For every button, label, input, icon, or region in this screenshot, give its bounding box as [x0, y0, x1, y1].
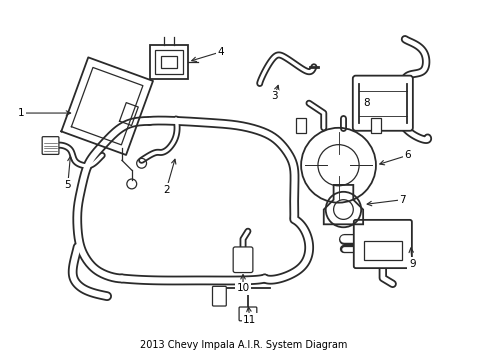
Text: 6: 6: [403, 150, 410, 161]
Text: 10: 10: [236, 283, 249, 293]
FancyBboxPatch shape: [155, 50, 183, 74]
FancyBboxPatch shape: [352, 76, 412, 131]
Text: 9: 9: [408, 259, 415, 269]
FancyBboxPatch shape: [239, 307, 256, 321]
FancyBboxPatch shape: [296, 118, 305, 133]
Text: 7: 7: [398, 195, 405, 205]
Text: 8: 8: [362, 98, 368, 108]
FancyBboxPatch shape: [161, 56, 177, 68]
FancyBboxPatch shape: [363, 241, 401, 260]
Text: 5: 5: [64, 180, 71, 190]
FancyBboxPatch shape: [353, 220, 411, 268]
Text: 2: 2: [163, 185, 169, 195]
FancyBboxPatch shape: [212, 286, 226, 306]
FancyBboxPatch shape: [42, 137, 59, 154]
Text: 4: 4: [217, 47, 223, 57]
Text: 1: 1: [18, 108, 25, 118]
Text: 2013 Chevy Impala A.I.R. System Diagram: 2013 Chevy Impala A.I.R. System Diagram: [140, 341, 347, 350]
FancyBboxPatch shape: [370, 118, 380, 133]
FancyBboxPatch shape: [150, 45, 187, 79]
Text: 11: 11: [243, 315, 256, 325]
Text: 3: 3: [271, 91, 277, 101]
FancyBboxPatch shape: [233, 247, 252, 273]
